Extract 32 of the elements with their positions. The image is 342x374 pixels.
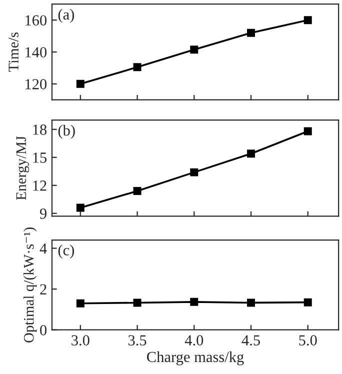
x-tick-label: 3.0 [72, 335, 90, 346]
annotation: (c) [58, 244, 74, 258]
point [133, 63, 142, 72]
point [133, 186, 142, 195]
y-tick-label: 12 [33, 180, 46, 191]
point [76, 204, 84, 212]
y-axis-title: Time/s [8, 32, 18, 72]
x-axis-title: Charge mass/kg [147, 351, 244, 366]
annotation: (a) [58, 8, 74, 23]
y-tick-label: 140 [26, 47, 47, 58]
point [304, 127, 312, 136]
y-tick-label: 160 [26, 15, 47, 26]
annotation: (b) [58, 124, 75, 139]
point [76, 80, 84, 88]
y-tick-label: 9 [40, 208, 46, 219]
point [247, 28, 255, 37]
y-axis-title: Optimal q/(kW·s⁻¹) [23, 228, 37, 342]
y-axis-title: Energy/MJ [16, 136, 30, 200]
point [190, 168, 198, 176]
point [247, 150, 255, 158]
y-tick-label: 0 [40, 325, 47, 336]
x-tick-label: 4.0 [184, 335, 204, 346]
x-tick-label: 3.5 [128, 335, 146, 346]
x-tick-label: 4.5 [242, 335, 260, 346]
y-tick-label: 18 [33, 124, 47, 135]
point [190, 46, 198, 54]
y-tick-label: 120 [26, 79, 47, 90]
point [304, 16, 312, 24]
y-tick-label: 4 [40, 244, 47, 254]
x-tick-label: 5.0 [299, 335, 317, 346]
y-tick-label: 2 [40, 284, 46, 294]
y-tick-label: 15 [33, 152, 47, 163]
